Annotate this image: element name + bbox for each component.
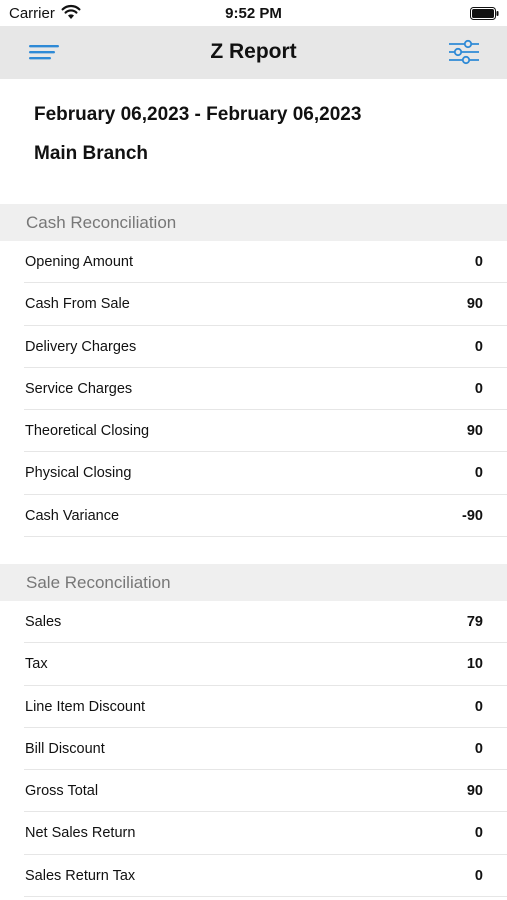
row-label: Cash Variance xyxy=(25,507,120,524)
list-item: Service Charges 0 xyxy=(24,368,507,411)
row-value: 0 xyxy=(474,380,483,397)
row-value: 0 xyxy=(474,254,483,270)
list-item: Theoretical Closing 90 xyxy=(24,410,507,453)
row-value: 0 xyxy=(474,698,483,715)
row-label: Gross Total xyxy=(25,783,99,800)
section-title: Cash Reconciliation xyxy=(26,213,177,232)
list-item: Delivery Charges 0 xyxy=(24,326,507,368)
page-title: Z Report xyxy=(210,40,297,63)
list-item: Cash From Sale 90 xyxy=(24,283,507,326)
row-value: 0 xyxy=(474,867,483,884)
row-label: Cash From Sale xyxy=(25,296,130,313)
row-label: Theoretical Closing xyxy=(25,423,150,440)
list-item: Tax 10 xyxy=(24,643,507,686)
row-value: 0 xyxy=(474,825,483,842)
nav-bar: Z Report xyxy=(0,26,507,79)
list-item: Line Item Discount 0 xyxy=(24,686,507,728)
wifi-icon xyxy=(61,4,81,19)
row-value: -90 xyxy=(462,507,483,524)
row-value: 10 xyxy=(466,656,483,673)
carrier-label: Carrier xyxy=(9,5,55,22)
row-label: Opening Amount xyxy=(25,254,134,270)
status-time: 9:52 PM xyxy=(225,5,282,22)
list-item: Sales Return Tax 0 xyxy=(24,855,507,898)
row-label: Line Item Discount xyxy=(25,698,146,715)
row-value: 0 xyxy=(474,465,483,482)
hamburger-menu-icon xyxy=(29,45,59,60)
menu-button[interactable] xyxy=(24,38,64,66)
row-label: Net Sales Return xyxy=(25,825,136,842)
sale-reconciliation-header: Sale Reconciliation xyxy=(0,564,507,601)
sale-reconciliation-list: Sales 79 Tax 10 Line Item Discount 0 Bil… xyxy=(0,601,507,898)
report-branch: Main Branch xyxy=(34,143,149,164)
battery-icon xyxy=(470,7,499,20)
list-item: Bill Discount 0 xyxy=(24,728,507,771)
row-label: Tax xyxy=(25,656,48,673)
filter-sliders-icon xyxy=(449,39,479,65)
report-date-range: February 06,2023 - February 06,2023 xyxy=(34,104,362,125)
list-item: Sales 79 xyxy=(24,601,507,644)
list-item: Gross Total 90 xyxy=(24,770,507,813)
row-label: Delivery Charges xyxy=(25,338,137,355)
row-label: Physical Closing xyxy=(25,465,132,482)
filter-button[interactable] xyxy=(444,37,484,67)
cash-reconciliation-list: Opening Amount 0 Cash From Sale 90 Deliv… xyxy=(0,241,507,538)
row-value: 90 xyxy=(466,423,483,440)
row-label: Sales Return Tax xyxy=(25,867,136,884)
list-item: Opening Amount 0 xyxy=(24,241,507,284)
row-label: Sales xyxy=(25,614,62,630)
list-item: Cash Variance -90 xyxy=(24,495,507,538)
row-value: 0 xyxy=(474,740,483,757)
section-title: Sale Reconciliation xyxy=(26,573,171,592)
row-value: 0 xyxy=(474,338,483,355)
row-value: 90 xyxy=(466,783,483,800)
cash-reconciliation-header: Cash Reconciliation xyxy=(0,204,507,241)
row-value: 90 xyxy=(466,296,483,313)
row-label: Service Charges xyxy=(25,380,133,397)
row-value: 79 xyxy=(466,614,483,630)
list-item: Physical Closing 0 xyxy=(24,452,507,495)
status-bar: Carrier 9:52 PM xyxy=(0,0,507,26)
row-label: Bill Discount xyxy=(25,740,105,757)
list-item: Net Sales Return 0 xyxy=(24,812,507,855)
